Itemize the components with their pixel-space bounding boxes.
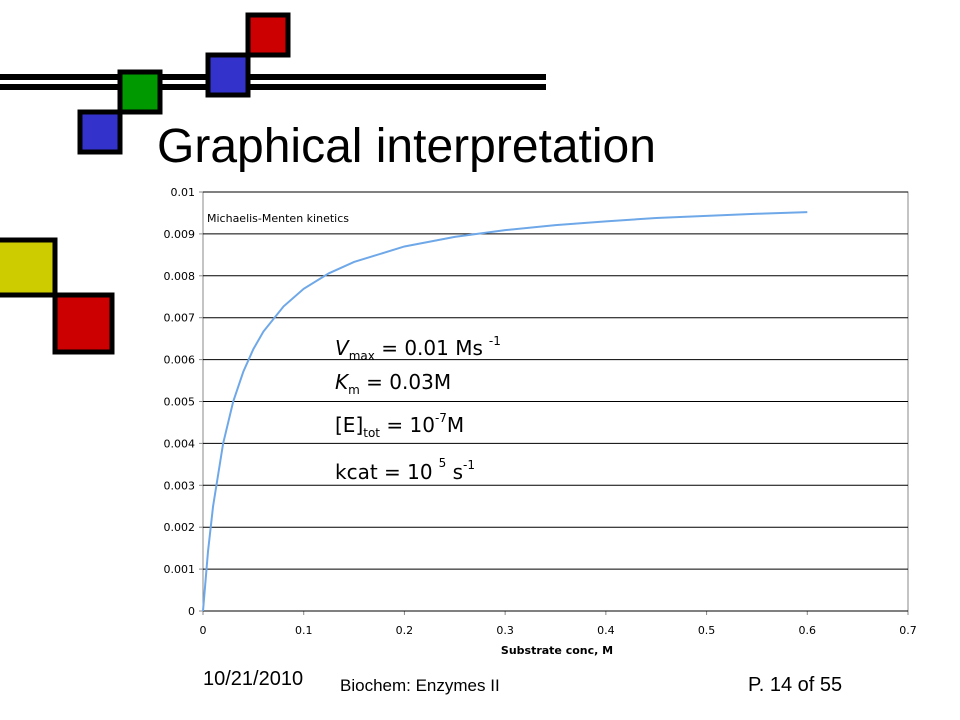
x-tick-label: 0.3 — [496, 624, 514, 637]
y-tick-label: 0.003 — [164, 479, 196, 492]
y-tick-label: 0.008 — [164, 270, 196, 283]
annotation-part: 5 — [439, 456, 447, 470]
annotation: [E]tot = 10-7M — [335, 411, 464, 440]
decor-square — [245, 12, 291, 58]
y-tick-label: 0.002 — [164, 521, 196, 534]
decor-square — [205, 52, 251, 98]
footer-date: 10/21/2010 — [203, 668, 303, 690]
y-tick-label: 0.006 — [164, 354, 196, 367]
y-tick-label: 0.001 — [164, 563, 196, 576]
annotation-part: = 0.01 Ms — [375, 336, 483, 360]
y-tick-label: 0.009 — [164, 228, 196, 241]
y-tick-label: 0.01 — [171, 186, 196, 199]
annotation-part: = 10 — [380, 413, 435, 437]
y-tick-label: 0.007 — [164, 312, 196, 325]
y-tick-label: 0 — [188, 605, 195, 618]
x-tick-label: 0.1 — [295, 624, 313, 637]
x-tick-label: 0.5 — [698, 624, 716, 637]
y-tick-label: 0.004 — [164, 437, 196, 450]
annotation-part: -1 — [489, 334, 501, 348]
annotation-part: tot — [363, 426, 380, 440]
annotation-part: m — [348, 383, 360, 397]
chart: 0.7 0.6 0.5 0.4 0.3 0.2 0.1 0 0.01 0.009 0.008 0.00… — [164, 186, 917, 657]
decor-square — [117, 69, 163, 115]
annotation-part: V — [335, 336, 350, 360]
x-tick-label: 0.4 — [597, 624, 615, 637]
annotation: Km = 0.03M — [335, 370, 451, 397]
chart-title: Michaelis-Menten kinetics — [207, 212, 349, 225]
decor-bar-stripe — [0, 80, 546, 84]
decor-square — [0, 237, 58, 298]
x-tick-label: 0.7 — [899, 624, 917, 637]
annotation-part: -1 — [463, 458, 475, 472]
annotation-part: = 0.03M — [360, 370, 451, 394]
y-tick-label: 0.005 — [164, 396, 196, 409]
x-axis-title: Substrate conc, M — [501, 644, 613, 657]
footer-page: P. 14 of 55 — [748, 674, 842, 696]
decor-square — [77, 109, 123, 155]
annotation: Vmax = 0.01 Ms -1 — [335, 334, 501, 363]
annotation-part: kcat = 10 — [335, 460, 433, 484]
x-tick-label: 0 — [200, 624, 207, 637]
annotation-part: s — [446, 460, 463, 484]
annotation-part: K — [335, 370, 350, 394]
annotation-part: M — [447, 413, 464, 437]
x-tick-label: 0.6 — [799, 624, 817, 637]
footer-course: Biochem: Enzymes II — [340, 676, 500, 695]
annotation: kcat = 10 5 s-1 — [335, 456, 475, 484]
x-tick-label: 0.2 — [396, 624, 414, 637]
slide-title: Graphical interpretation — [157, 120, 656, 173]
data-line — [202, 211, 808, 612]
decor-square — [52, 292, 115, 355]
annotation-part: -7 — [435, 411, 447, 425]
annotation-part: [E] — [335, 413, 363, 437]
annotation-part: max — [349, 349, 375, 363]
